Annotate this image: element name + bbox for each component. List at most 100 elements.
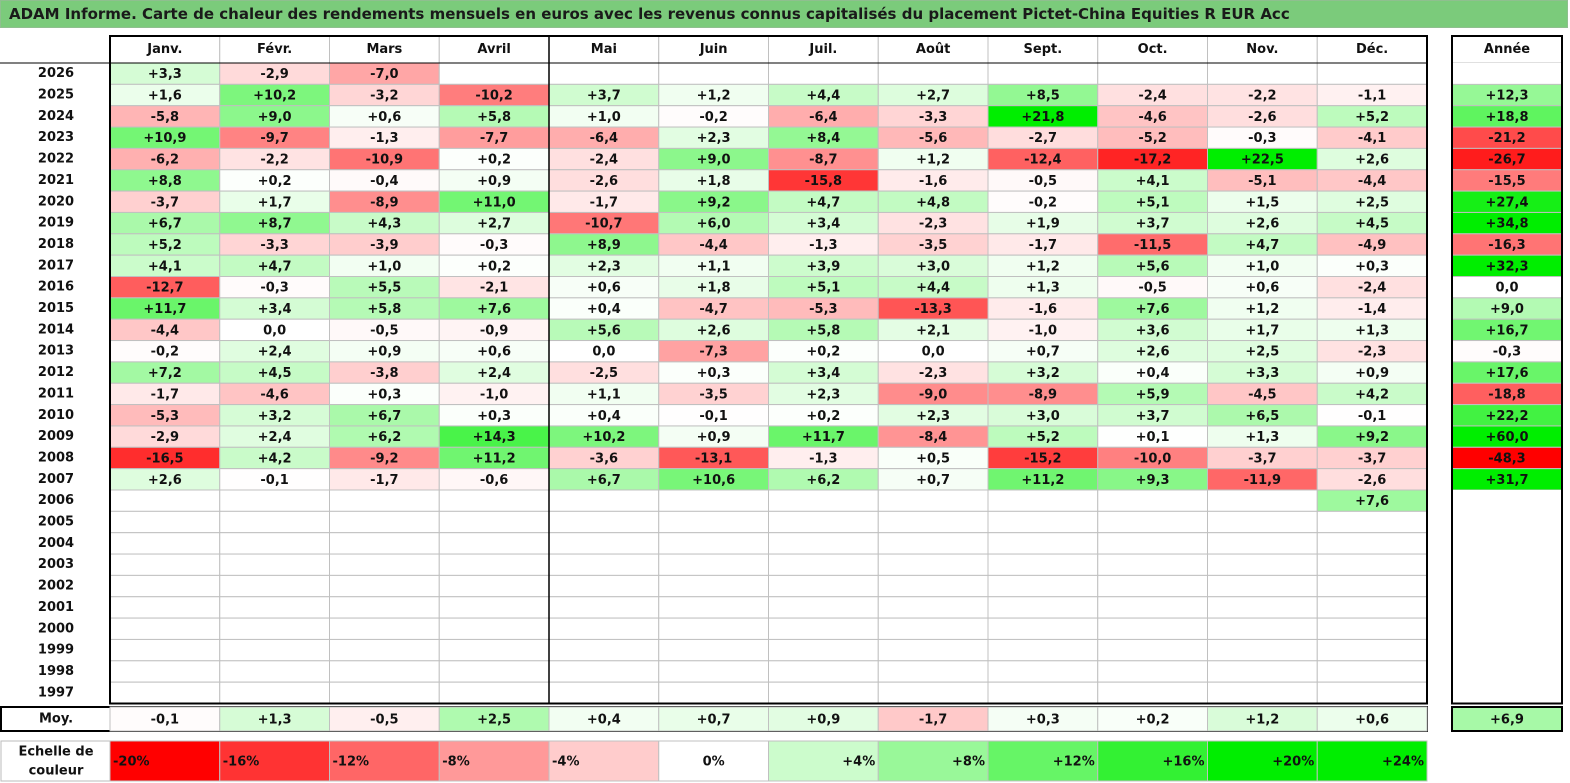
cell-value: -3,7 [151,195,179,210]
heatmap-cell [768,532,879,555]
month-header-cell [768,35,879,64]
cell-value: +0,1 [1136,430,1170,445]
heatmap-cell [987,574,1099,598]
cell-value: +4,1 [1136,174,1170,189]
year-label: 2009 [38,429,74,444]
annual-value: -0,3 [1493,345,1521,360]
month-header-label: Août [916,42,950,57]
heatmap-cell [1097,617,1208,640]
cell-value: -4,6 [260,387,288,402]
heatmap-cell [658,62,769,85]
scale-step-label: -4% [552,755,579,770]
heatmap-cell [768,553,879,576]
cell-value: +3,3 [1245,366,1279,381]
cell-value: +11,0 [473,195,516,210]
heatmap-cell [548,617,660,640]
annual-value: +27,4 [1486,195,1529,210]
cell-value: +4,2 [1355,387,1389,402]
cell-value: +1,3 [1355,323,1389,338]
heatmap-cell [1097,553,1208,576]
cell-value: -3,9 [370,238,398,253]
year-label: 2006 [38,493,74,508]
cell-value: -0,9 [480,323,508,338]
average-cell [548,706,660,732]
heatmap-cell [658,596,769,619]
heatmap-cell [877,489,989,512]
scale-swatch [109,740,221,782]
cell-value: -0,6 [480,473,508,488]
cell-value: -0,1 [699,409,727,424]
heatmap-cell [987,638,1099,662]
cell-value: +0,2 [806,409,840,424]
month-header-cell [658,35,769,64]
cell-value: +8,8 [148,174,182,189]
cell-value: -12,7 [146,281,183,296]
cell-value: +7,2 [148,366,182,381]
cell-value: +5,2 [148,238,182,253]
heatmap-cell [768,681,879,705]
year-label: 2005 [38,515,74,530]
heatmap-cell [877,617,989,640]
cell-value: +0,4 [587,302,621,317]
heatmap-cell [329,660,440,683]
annual-value: +17,6 [1486,366,1529,381]
scale-step-label: +20% [1272,755,1314,770]
cell-value: +4,4 [806,89,840,104]
cell-value: -2,1 [480,281,508,296]
cell-value: +6,7 [587,473,621,488]
cell-value: -9,0 [919,387,947,402]
scale-label-line1: Echelle de [18,745,93,760]
scale-swatch [219,740,330,782]
annual-value: +31,7 [1486,473,1529,488]
cell-value: +2,3 [916,409,950,424]
heatmap-cell [768,617,879,640]
heatmap-cell [219,489,330,512]
cell-value: -3,3 [919,110,947,125]
cell-value: +5,8 [367,302,401,317]
month-header-cell [548,35,660,64]
cell-value: -5,6 [919,131,947,146]
cell-value: +3,3 [148,67,182,82]
month-header-label: Juin [699,42,728,57]
cell-value: +0,9 [477,174,511,189]
annual-border [1451,35,1563,705]
scale-step-label: +4% [842,755,875,770]
scale-step-label: -12% [333,755,370,770]
annual-cell [1452,532,1562,555]
cell-value: -1,7 [370,473,398,488]
average-value: -0,5 [370,713,398,728]
cell-value: +2,3 [587,259,621,274]
cell-value: -11,5 [1134,238,1171,253]
cell-value: +4,7 [1245,238,1279,253]
heatmap-cell [548,574,660,598]
cell-value: -2,4 [590,153,618,168]
cell-value: -1,7 [1029,238,1057,253]
cell-value: +4,5 [258,366,292,381]
cell-value: +0,9 [367,345,401,360]
annual-cell [1452,63,1562,85]
cell-value: +9,0 [258,110,292,125]
heatmap-cell [1097,574,1208,598]
cell-value: +3,2 [1026,366,1060,381]
cell-value: -6,2 [151,153,179,168]
cell-value: -2,3 [919,366,947,381]
heatmap-cell [987,532,1099,555]
cell-value: +0,6 [1245,281,1279,296]
heatmap-cell [109,532,221,555]
heatmap-cell [1316,617,1428,640]
annual-cell [1452,554,1562,576]
heatmap-cell [987,681,1099,705]
heatmap-cell [987,489,1099,512]
heatmap-cell [658,660,769,683]
average-cell [329,706,440,732]
month-header-label: Déc. [1356,42,1388,57]
annual-value: -16,3 [1488,238,1525,253]
month-header-label: Janv. [146,42,182,57]
cell-value: +8,4 [806,131,840,146]
heatmap-cell [329,681,440,705]
cell-value: +0,3 [1355,259,1389,274]
heatmap-cell [768,510,879,534]
cell-value: +5,8 [477,110,511,125]
cell-value: +0,5 [916,451,950,466]
annual-cell [1452,511,1562,533]
